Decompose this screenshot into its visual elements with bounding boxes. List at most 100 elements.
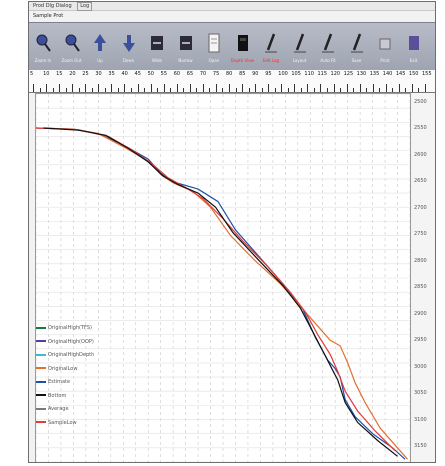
ruler-label: 70 [199, 71, 207, 77]
ruler-tick [215, 84, 217, 92]
ruler-label: 80 [226, 71, 233, 77]
ruler-minor-tick [170, 88, 172, 92]
ruler-label: 10 [43, 71, 50, 77]
open-file-icon [206, 31, 222, 55]
ruler-tick [111, 84, 113, 92]
legend-swatch [36, 367, 46, 369]
legend-label: SampleLow [48, 419, 77, 426]
toolbar-button-print[interactable]: Print [375, 29, 395, 67]
ruler-tick [346, 84, 348, 92]
depth-label: 2750 [414, 231, 427, 238]
legend-item: Average [36, 405, 69, 413]
edit-log-icon [263, 31, 279, 55]
ruler-label: 65 [186, 71, 194, 77]
toolbar-button-down[interactable]: Down [119, 29, 139, 67]
ruler-tick [137, 84, 139, 92]
layout-icon [292, 31, 308, 55]
up-icon [92, 31, 108, 55]
depth-label: 2500 [414, 99, 427, 105]
title-tab[interactable]: Log [77, 2, 93, 11]
ruler-label: 135 [369, 71, 380, 77]
legend-item: OriginalHigh(TFS) [36, 324, 92, 332]
ruler-minor-tick [183, 88, 185, 92]
legend-item: OriginalHighDepth [36, 351, 94, 359]
ruler-tick [307, 84, 309, 92]
depth-label: 2800 [414, 257, 427, 264]
save-icon [349, 31, 365, 55]
ruler-minor-tick [313, 88, 315, 92]
toolbar-button-layout[interactable]: Layout [290, 29, 310, 67]
toolbar-button-label: Down [122, 58, 135, 63]
depth-label: 2550 [414, 125, 427, 132]
toolbar-button-label: Auto Fit [320, 58, 336, 63]
ruler-tick [268, 84, 270, 92]
menu-label[interactable]: Sample Prot [33, 13, 64, 19]
ruler-label: 35 [108, 71, 115, 77]
ruler-minor-tick [65, 88, 67, 92]
ruler-label: 105 [291, 71, 301, 77]
legend-label: OriginalLow [48, 365, 78, 372]
ruler-minor-tick [209, 88, 211, 92]
toolbar-button-narrow[interactable]: Narrow [176, 29, 196, 67]
toolbar-button-label: Print [380, 58, 390, 63]
toolbar-button-wide[interactable]: Wide [147, 29, 167, 67]
depth-label: 2650 [414, 178, 427, 185]
ruler-label: 25 [82, 71, 89, 77]
ruler-tick [189, 84, 191, 92]
legend-swatch [36, 394, 46, 396]
series-line-originallow [36, 127, 408, 460]
depth-label: 3100 [414, 416, 427, 423]
toolbar-button-zoom-in[interactable]: Zoom In [33, 29, 53, 67]
ruler-label: 120 [330, 71, 341, 77]
auto-fit-icon [320, 31, 336, 55]
depth-label: 3050 [414, 390, 427, 397]
ruler-minor-tick [340, 88, 342, 92]
toolbar-button-save[interactable]: Save [347, 29, 367, 67]
toolbar-button-exit[interactable]: Exit [404, 29, 424, 67]
ruler-tick [59, 84, 61, 92]
ruler-label: 50 [147, 71, 154, 77]
ruler-label: 5 [30, 71, 34, 77]
depth-axis: 2500 2550 2600 2650 2700 2750 2800 2850 2900 2950… [412, 93, 435, 462]
exit-icon [406, 31, 422, 55]
narrow-icon [178, 31, 194, 55]
legend-item: Estimate [36, 378, 70, 386]
ruler-minor-tick [392, 88, 394, 92]
ruler-minor-tick [327, 88, 328, 92]
ruler-tick [385, 84, 387, 92]
legend-label: Bottom [48, 392, 67, 399]
ruler-label: 145 [395, 71, 406, 77]
series-line-bottom [43, 127, 398, 457]
ruler-label: 140 [382, 71, 393, 77]
zoom-out-icon [64, 31, 80, 55]
ruler-label: 30 [95, 71, 102, 77]
toolbar-button-open[interactable]: Open [204, 29, 224, 67]
toolbar-button-up[interactable]: Up [90, 29, 110, 67]
ruler-minor-tick [52, 88, 54, 92]
toolbar-button-depth-view[interactable]: Depth View [231, 29, 254, 67]
ruler-minor-tick [117, 88, 119, 92]
ruler-tick [242, 84, 244, 92]
depth-label: 3150 [414, 443, 427, 449]
ruler-tick [294, 84, 296, 92]
title-bar: Prod Dlg Dialog Log [29, 2, 435, 11]
depth-label: 2850 [414, 284, 427, 291]
toolbar-button-zoom-out[interactable]: Zoom Out [61, 29, 82, 67]
ruler-minor-tick [235, 88, 237, 92]
legend-label: Average [48, 406, 69, 412]
ruler-minor-tick [418, 88, 420, 92]
toolbar-button-label: Narrow [178, 58, 193, 63]
toolbar-button-auto-fit[interactable]: Auto Fit [318, 29, 338, 67]
ruler-label: 130 [356, 71, 367, 77]
ruler-minor-tick [104, 88, 106, 92]
ruler-minor-tick [78, 88, 80, 92]
ruler-minor-tick [274, 88, 276, 92]
depth-label: 2950 [414, 337, 427, 344]
log-plot-area[interactable]: OriginalHigh(TFS) OriginalHigh(OOP) Origin… [35, 93, 411, 462]
ruler-minor-tick [157, 88, 159, 92]
toolbar-button-edit-log[interactable]: Edit Log [261, 29, 281, 67]
ruler-tick [372, 84, 374, 92]
toolbar-button-label: Wide [152, 58, 162, 63]
ruler-tick [359, 84, 361, 92]
legend-label: Estimate [48, 379, 71, 385]
